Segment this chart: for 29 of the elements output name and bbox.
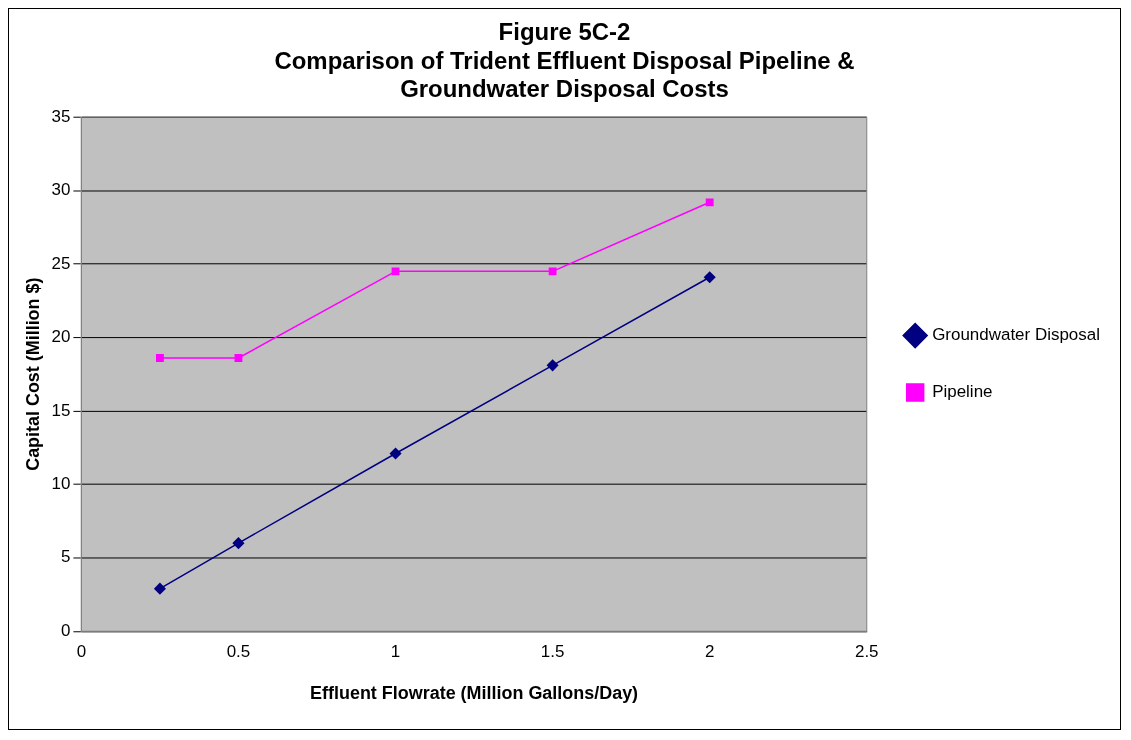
point: [232, 537, 245, 549]
chart-title: Figure 5C-2 Comparison of Trident Effluent Disposal Pipeline & Groundwater Disposal Costs: [274, 17, 855, 103]
x-tick-label: 0.5: [226, 642, 251, 662]
y-tick-label: 30: [51, 180, 71, 200]
point: [389, 447, 402, 460]
y-tick-label: 0: [60, 620, 71, 640]
point: [703, 271, 716, 283]
point: [548, 267, 557, 276]
point: [391, 267, 400, 276]
point: [155, 354, 164, 362]
point: [705, 198, 714, 207]
y-tick-label: 20: [51, 327, 71, 347]
x-tick-label: 0: [76, 642, 87, 662]
y-axis-title: Capital Cost (Million $): [22, 277, 43, 471]
point: [234, 354, 243, 362]
y-tick-label: 10: [51, 474, 71, 494]
x-tick-label: 1.5: [540, 642, 565, 662]
y-tick-label: 25: [51, 253, 71, 273]
point: [546, 359, 559, 372]
y-tick-label: 5: [60, 547, 71, 567]
legend-label: Pipeline: [932, 382, 993, 402]
x-tick-label: 2: [704, 642, 715, 662]
legend-label: Groundwater Disposal: [932, 325, 1100, 345]
point: [154, 582, 166, 595]
x-axis-title: Effluent Flowrate (Million Gallons/Day): [310, 683, 639, 704]
y-tick-label: 15: [51, 400, 71, 420]
y-tick-label: 35: [51, 106, 71, 126]
x-tick-label: 2.5: [854, 642, 879, 662]
x-tick-label: 1: [390, 642, 401, 662]
